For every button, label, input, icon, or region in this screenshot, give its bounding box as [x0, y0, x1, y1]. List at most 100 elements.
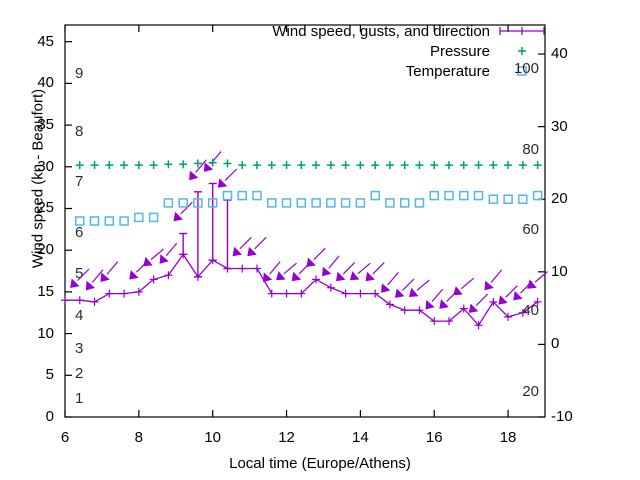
wind-direction-arrow — [263, 261, 281, 282]
temperature-marker — [503, 194, 513, 204]
wind-direction-arrow — [425, 288, 444, 310]
x-ticklabel: 12 — [278, 429, 295, 446]
y-ticklabel-left: 5 — [45, 366, 54, 384]
temperature-marker — [518, 194, 528, 204]
temperature-marker — [134, 212, 144, 223]
wind-direction-arrow — [409, 279, 430, 297]
wind-direction-arrow — [70, 268, 90, 288]
temperature-marker — [340, 198, 351, 208]
fahrenheit-label: 40 — [522, 302, 539, 320]
y-ticklabel-left: 35 — [37, 116, 54, 134]
beaufort-label: 5 — [75, 265, 84, 283]
temperature-marker — [429, 190, 439, 201]
temperature-marker — [237, 190, 247, 201]
wind-direction-arrow — [217, 168, 238, 188]
temperature-marker — [119, 216, 129, 226]
beaufort-label: 8 — [75, 123, 84, 141]
x-ticklabel: 6 — [60, 429, 70, 446]
beaufort-label: 9 — [75, 65, 84, 83]
temperature-marker — [222, 190, 233, 201]
temperature-marker — [296, 198, 307, 208]
temperature-marker — [355, 198, 366, 208]
wind-direction-arrow — [349, 262, 371, 281]
temperature-marker — [473, 190, 484, 201]
temperature-marker — [193, 198, 203, 208]
temperature-marker — [252, 190, 262, 201]
wind-direction-arrow — [453, 277, 475, 296]
temperature-marker — [399, 198, 410, 208]
y-ticklabel-right: -10 — [551, 408, 573, 425]
wind-direction-arrow — [365, 261, 385, 282]
beaufort-label: 2 — [75, 365, 84, 383]
temperature-marker — [444, 190, 454, 201]
temperature-marker — [104, 216, 115, 226]
beaufort-label: 1 — [75, 390, 84, 408]
wind-direction-arrow — [276, 262, 297, 281]
temperature-marker — [89, 216, 100, 226]
temperature-marker — [163, 198, 174, 208]
x-ticklabel: 18 — [499, 429, 517, 446]
wind-direction-arrow — [232, 236, 252, 257]
wind-direction-arrow — [322, 255, 340, 277]
legend-label-2[interactable]: Pressure — [429, 43, 490, 60]
x-axis-title: Local time (Europe/Athens) — [229, 455, 411, 472]
wind-direction-arrow — [100, 261, 119, 282]
legend-label-1[interactable]: Wind speed, gusts, and direction — [272, 23, 490, 40]
y-ticklabel-right: 10 — [551, 262, 568, 280]
fahrenheit-label: 80 — [522, 140, 539, 158]
temperature-marker — [267, 198, 277, 208]
fahrenheit-label: 20 — [522, 383, 539, 401]
x-ticklabel: 14 — [352, 429, 369, 446]
legend-sample-temperature[interactable] — [517, 66, 527, 76]
y-ticklabel-right: 30 — [551, 117, 568, 135]
y-ticklabel-left: 0 — [45, 408, 54, 425]
wind-direction-arrow — [247, 236, 267, 257]
x-ticklabel: 10 — [204, 429, 222, 446]
wind-direction-arrow — [336, 261, 356, 282]
temperature-marker — [370, 190, 380, 201]
x-ticklabel: 16 — [425, 429, 443, 446]
temperature-marker — [414, 198, 425, 208]
wind-direction-arrow — [306, 247, 326, 267]
y-ticklabel-left: 45 — [37, 32, 54, 50]
y-ticklabel-left: 25 — [37, 199, 54, 217]
y-ticklabel-right: 20 — [551, 190, 568, 208]
wind-direction-arrow — [189, 159, 207, 181]
wind-direction-arrow — [159, 242, 178, 264]
x-ticklabel: 8 — [134, 429, 144, 446]
temperature-marker — [207, 198, 218, 208]
y-ticklabel-left: 30 — [37, 157, 54, 175]
temperature-marker — [459, 190, 469, 201]
y-ticklabel-right: 40 — [551, 45, 568, 63]
legend-label-3[interactable]: Temperature — [405, 63, 490, 80]
beaufort-label: 4 — [75, 306, 84, 324]
wind-direction-arrow — [527, 271, 548, 289]
fahrenheit-label: 100 — [513, 60, 539, 77]
temperature-marker — [532, 190, 543, 201]
temperature-marker — [281, 198, 292, 208]
y-ticklabel-left: 10 — [37, 324, 54, 342]
temperature-marker — [75, 216, 85, 226]
temperature-marker — [148, 212, 159, 223]
wind-direction-arrow — [381, 272, 399, 293]
beaufort-label: 7 — [75, 173, 84, 191]
beaufort-label: 6 — [75, 223, 84, 241]
temperature-marker — [488, 194, 499, 204]
wind-direction-arrow — [498, 285, 518, 305]
y-ticklabel-left: 20 — [37, 241, 54, 259]
beaufort-label: 3 — [75, 340, 84, 358]
y-ticklabel-left: 40 — [37, 74, 54, 92]
wind-direction-arrow — [395, 278, 415, 298]
temperature-marker — [178, 198, 188, 208]
wind-direction-arrow — [85, 269, 104, 291]
wind-direction-arrow — [468, 293, 489, 313]
wind-direction-arrow — [173, 201, 193, 222]
y-ticklabel-right: 0 — [551, 335, 560, 353]
wind-direction-arrow — [143, 248, 164, 267]
y-ticklabel-left: 15 — [37, 282, 54, 300]
temperature-marker — [385, 198, 395, 208]
wind-direction-arrow — [484, 269, 503, 291]
plot-border — [64, 24, 546, 418]
